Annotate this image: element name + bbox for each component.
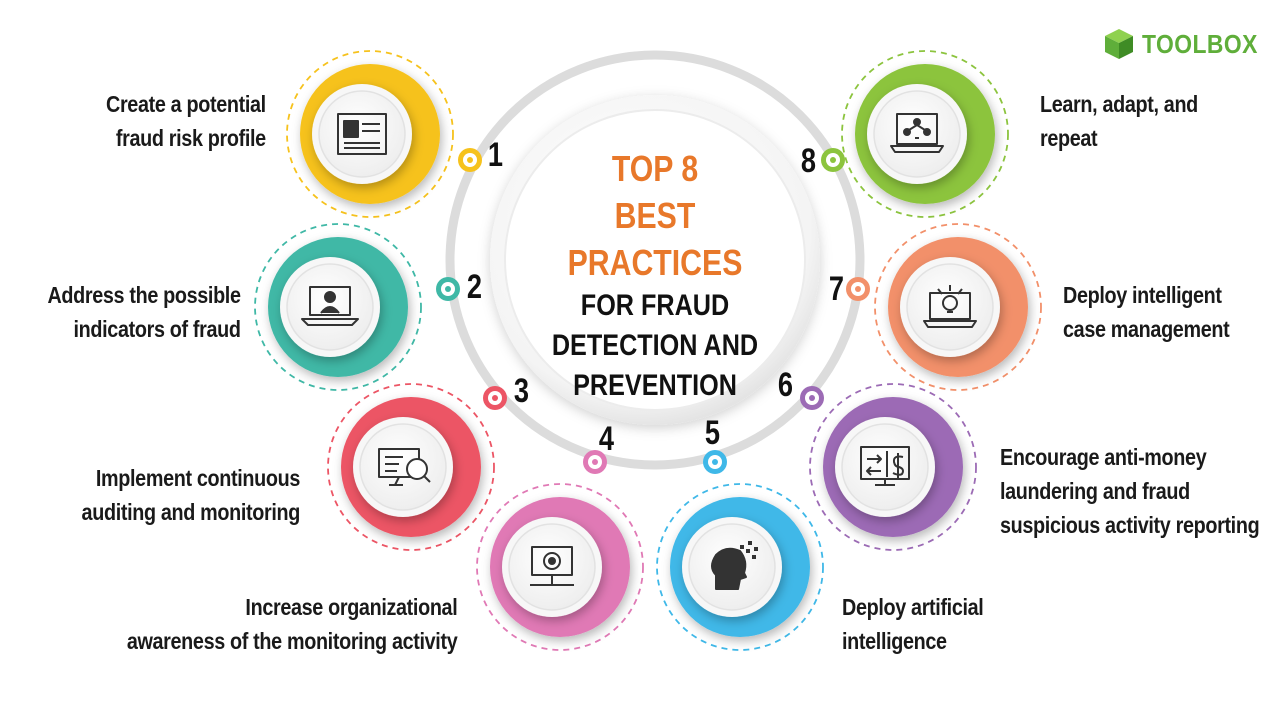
center-title-line3: FOR FRAUD	[580, 289, 730, 322]
item-5-label: Deploy artificial intelligence	[842, 590, 984, 658]
item-6-label-line2: laundering and fraud	[1000, 478, 1190, 504]
laptop-network-icon	[890, 113, 944, 153]
dashed-ring	[327, 383, 495, 551]
ai-head-icon	[711, 541, 758, 590]
item-5-label-line2: intelligence	[842, 628, 947, 654]
icon-plate	[359, 423, 447, 511]
brand-logo: TOOLBOX	[1102, 28, 1274, 60]
center-disc	[490, 95, 820, 425]
icon-plate	[906, 263, 994, 351]
step-dot-5	[703, 450, 727, 474]
step-dot-8	[821, 148, 845, 172]
item-4-label-line1: Increase organizational	[245, 594, 457, 620]
item-8-label-line2: repeat	[1040, 125, 1098, 151]
dashed-ring	[476, 483, 644, 651]
practice-item-8	[841, 50, 1009, 218]
item-2-label: Address the possible indicators of fraud	[47, 278, 242, 346]
item-6-number: 6	[777, 366, 794, 404]
practice-item-6	[809, 383, 977, 551]
practice-item-5	[656, 483, 824, 651]
step-dot-2	[436, 277, 460, 301]
item-6-label-line1: Encourage anti-money	[1000, 444, 1207, 470]
item-6-label-line3: suspicious activity reporting	[1000, 512, 1260, 538]
item-7-number: 7	[828, 270, 845, 308]
item-3-label: Implement continuous auditing and monito…	[81, 461, 301, 529]
id-card-icon	[337, 113, 387, 155]
item-7-label: Deploy intelligent case management	[1063, 278, 1230, 346]
icon-plate	[841, 423, 929, 511]
money-transfer-icon	[860, 446, 910, 486]
step-dot-7	[846, 277, 870, 301]
item-5-label-line1: Deploy artificial	[842, 594, 984, 620]
item-8-number: 8	[800, 142, 817, 180]
item-4-number: 4	[598, 420, 615, 458]
item-3-label-line2: auditing and monitoring	[81, 499, 301, 525]
practice-item-2	[254, 223, 422, 391]
item-5-number: 5	[704, 414, 721, 452]
center-title-line5: PREVENTION	[573, 369, 737, 402]
step-dot-1	[458, 148, 482, 172]
item-2-label-line2: indicators of fraud	[73, 316, 242, 342]
item-2-label-line1: Address the possible	[47, 282, 242, 308]
item-3-number: 3	[513, 372, 530, 410]
practice-item-3	[327, 383, 495, 551]
item-2-number: 2	[466, 268, 483, 306]
practice-item-4	[476, 483, 644, 651]
item-6-label: Encourage anti-money laundering and frau…	[1000, 440, 1260, 542]
dashed-ring	[254, 223, 422, 391]
dashed-ring	[286, 50, 454, 218]
brand-name: TOOLBOX	[1142, 28, 1258, 59]
item-4-label: Increase organizational awareness of the…	[126, 590, 457, 658]
dashed-ring	[809, 383, 977, 551]
center-title: TOP 8 BEST PRACTICES FOR FRAUD DETECTION…	[525, 145, 785, 406]
step-dot-3	[483, 386, 507, 410]
item-1-label: Create a potential fraud risk profile	[106, 87, 266, 155]
center-title-line4: DETECTION AND	[551, 329, 759, 362]
step-dot-4	[583, 450, 607, 474]
item-1-label-line2: fraud risk profile	[116, 125, 266, 151]
item-8-label-line1: Learn, adapt, and	[1040, 91, 1198, 117]
practice-item-1	[286, 50, 454, 218]
step-dot-6	[800, 386, 824, 410]
item-1-number: 1	[487, 136, 504, 174]
item-3-label-line1: Implement continuous	[95, 465, 300, 491]
item-8-label: Learn, adapt, and repeat	[1040, 87, 1198, 155]
item-4-label-line2: awareness of the monitoring activity	[126, 628, 457, 654]
practice-items	[254, 50, 1042, 651]
network-computer-icon	[530, 546, 574, 586]
icon-plate	[318, 90, 406, 178]
cube-icon	[1105, 29, 1133, 59]
monitor-search-icon	[378, 448, 431, 486]
dashed-ring	[656, 483, 824, 651]
icon-plate	[873, 90, 961, 178]
center-title-line1: TOP 8	[611, 148, 699, 189]
laptop-idea-icon	[923, 285, 977, 328]
dashed-ring	[841, 50, 1009, 218]
dashed-ring	[874, 223, 1042, 391]
connector-ring	[445, 50, 865, 470]
item-1-label-line1: Create a potential	[106, 91, 266, 117]
icon-plate	[508, 523, 596, 611]
item-7-label-line2: case management	[1063, 316, 1230, 342]
center-title-line2: BEST PRACTICES	[567, 195, 743, 283]
practice-item-7	[874, 223, 1042, 391]
item-7-label-line1: Deploy intelligent	[1063, 282, 1222, 308]
laptop-user-icon	[301, 286, 359, 326]
